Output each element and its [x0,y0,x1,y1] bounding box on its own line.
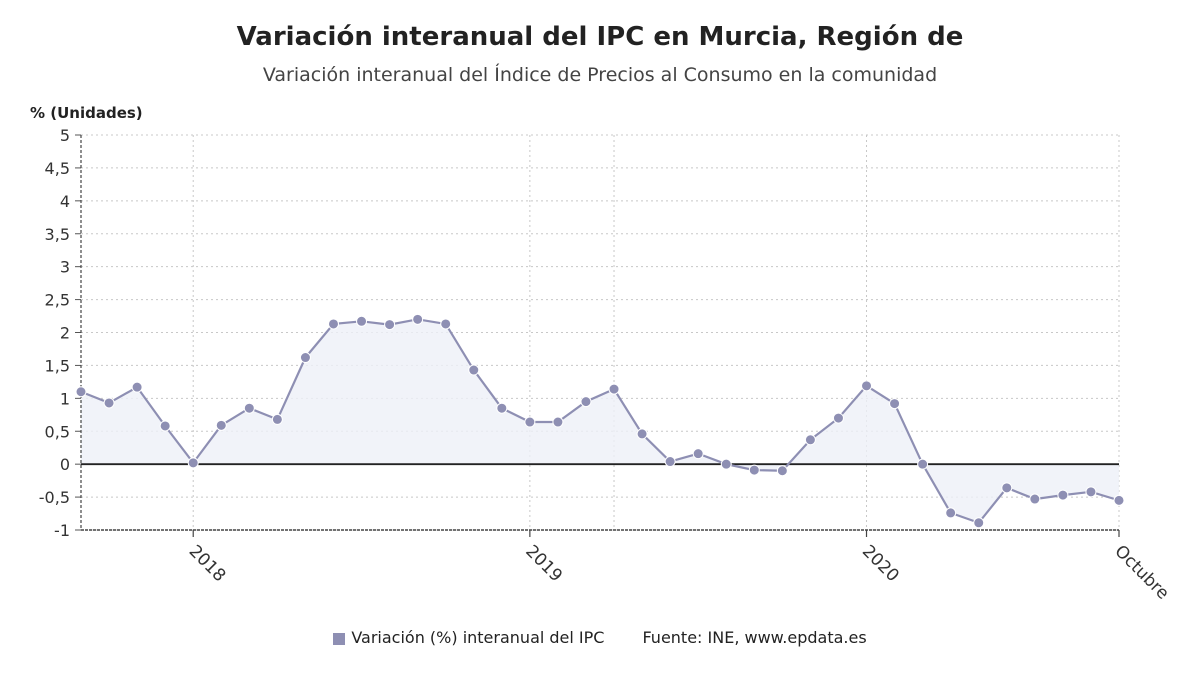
y-tick-label: 4,5 [45,159,70,178]
data-point [468,364,480,376]
data-point [356,315,368,327]
data-point [1057,489,1069,501]
data-point [1029,493,1041,505]
data-point [664,456,676,468]
chart-subtitle: Variación interanual del Índice de Preci… [262,64,938,86]
data-point [440,318,452,330]
y-tick-label: 3 [60,258,70,277]
data-point [804,434,816,446]
chart-title: Variación interanual del IPC en Murcia, … [236,22,964,52]
y-tick-label: 4 [60,192,70,211]
data-point [496,402,508,414]
data-point [832,412,844,424]
series-area [81,319,1119,523]
data-point [1001,482,1013,494]
y-tick-label: 0,5 [45,422,70,441]
data-point [776,465,788,477]
y-tick-label: -0,5 [39,488,70,507]
y-tick-label: 2,5 [45,291,70,310]
legend: Variación (%) interanual del IPC Fuente: … [0,628,1200,647]
data-point [748,464,760,476]
y-tick-label: 0 [60,455,70,474]
legend-swatch [333,632,346,645]
data-point [973,517,985,529]
data-point [636,428,648,440]
data-point [917,458,929,470]
data-point [412,313,424,325]
data-point [861,380,873,392]
y-axis-label: % (Unidades) [30,104,143,122]
data-point [945,507,957,519]
y-tick-label: 5 [60,126,70,145]
x-tick-label: Octubre [1110,541,1172,603]
data-point [299,352,311,364]
data-point [243,402,255,414]
data-point [384,319,396,331]
data-point [103,397,115,409]
y-tick-label: 3,5 [45,225,70,244]
data-point [159,420,171,432]
x-tick-label: 2018 [185,541,230,586]
data-point [1113,494,1125,506]
y-tick-label: 1,5 [45,356,70,375]
source-label: Fuente: INE, www.epdata.es [642,628,867,647]
legend-label: Variación (%) interanual del IPC [351,628,605,647]
data-point [75,386,87,398]
data-point [552,416,564,428]
y-tick-label: -1 [54,521,70,540]
data-point [608,383,620,395]
x-tick-label: 2020 [858,541,903,586]
data-point [187,457,199,469]
data-point [720,458,732,470]
data-point [889,398,901,410]
data-point [327,318,339,330]
data-point [215,419,227,431]
data-point [580,396,592,408]
data-point [271,413,283,425]
data-point [131,381,143,393]
data-point [524,416,536,428]
data-point [692,448,704,460]
y-tick-label: 2 [60,324,70,343]
x-tick-label: 2019 [521,541,566,586]
y-tick-label: 1 [60,389,70,408]
data-point [1085,486,1097,498]
